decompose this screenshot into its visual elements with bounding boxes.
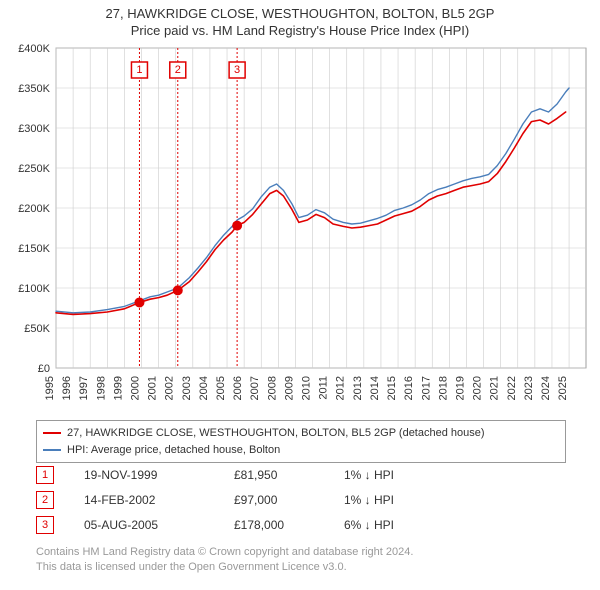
svg-text:2000: 2000 bbox=[130, 376, 142, 400]
legend-label: HPI: Average price, detached house, Bolt… bbox=[67, 442, 280, 459]
svg-text:£50K: £50K bbox=[24, 323, 50, 335]
legend-swatch bbox=[43, 432, 61, 434]
svg-text:£150K: £150K bbox=[18, 243, 50, 255]
price-chart: £0 £50K £100K £150K £200K £250K £300K £350K £400… bbox=[4, 44, 594, 414]
svg-text:2018: 2018 bbox=[437, 376, 449, 400]
sale-row: 2 14-FEB-2002£97,0001% ↓ HPI bbox=[36, 487, 566, 512]
svg-text:£0: £0 bbox=[38, 363, 50, 375]
legend-item: 27, HAWKRIDGE CLOSE, WESTHOUGHTON, BOLTO… bbox=[43, 425, 559, 442]
sale-price: £97,000 bbox=[234, 493, 344, 507]
svg-text:2007: 2007 bbox=[249, 376, 261, 400]
title-line2: Price paid vs. HM Land Registry's House … bbox=[0, 23, 600, 40]
sale-price: £81,950 bbox=[234, 468, 344, 482]
svg-text:2011: 2011 bbox=[318, 376, 330, 400]
svg-text:£400K: £400K bbox=[18, 44, 50, 55]
svg-text:£100K: £100K bbox=[18, 283, 50, 295]
sale-date: 19-NOV-1999 bbox=[84, 468, 234, 482]
svg-text:2015: 2015 bbox=[386, 376, 398, 400]
svg-text:2025: 2025 bbox=[557, 376, 569, 400]
attribution-footer: Contains HM Land Registry data © Crown c… bbox=[36, 545, 413, 575]
svg-text:£350K: £350K bbox=[18, 83, 50, 95]
sale-num-badge: 1 bbox=[36, 466, 54, 484]
chart-title: 27, HAWKRIDGE CLOSE, WESTHOUGHTON, BOLTO… bbox=[0, 0, 600, 40]
sale-delta: 6% ↓ HPI bbox=[344, 518, 394, 532]
svg-text:2019: 2019 bbox=[454, 376, 466, 400]
svg-text:2022: 2022 bbox=[506, 376, 518, 400]
svg-text:2016: 2016 bbox=[403, 376, 415, 400]
svg-text:2003: 2003 bbox=[181, 376, 193, 400]
legend: 27, HAWKRIDGE CLOSE, WESTHOUGHTON, BOLTO… bbox=[36, 420, 566, 463]
svg-text:£200K: £200K bbox=[18, 203, 50, 215]
svg-text:2024: 2024 bbox=[540, 376, 552, 400]
svg-text:£300K: £300K bbox=[18, 123, 50, 135]
svg-text:2020: 2020 bbox=[472, 376, 484, 400]
svg-text:2009: 2009 bbox=[283, 376, 295, 400]
sale-num-badge: 3 bbox=[36, 516, 54, 534]
sale-row: 3 05-AUG-2005£178,0006% ↓ HPI bbox=[36, 512, 566, 537]
svg-text:2017: 2017 bbox=[420, 376, 432, 400]
svg-text:2012: 2012 bbox=[335, 376, 347, 400]
svg-text:1: 1 bbox=[136, 64, 142, 76]
sale-delta: 1% ↓ HPI bbox=[344, 493, 394, 507]
svg-text:2023: 2023 bbox=[523, 376, 535, 400]
legend-label: 27, HAWKRIDGE CLOSE, WESTHOUGHTON, BOLTO… bbox=[67, 425, 485, 442]
sale-delta: 1% ↓ HPI bbox=[344, 468, 394, 482]
sale-date: 14-FEB-2002 bbox=[84, 493, 234, 507]
chart-svg: £0 £50K £100K £150K £200K £250K £300K £350K £400… bbox=[4, 44, 594, 414]
title-line1: 27, HAWKRIDGE CLOSE, WESTHOUGHTON, BOLTO… bbox=[0, 6, 600, 23]
legend-item: HPI: Average price, detached house, Bolt… bbox=[43, 442, 559, 459]
sale-price: £178,000 bbox=[234, 518, 344, 532]
svg-text:1995: 1995 bbox=[44, 376, 56, 400]
svg-text:2021: 2021 bbox=[489, 376, 501, 400]
svg-text:2: 2 bbox=[175, 64, 181, 76]
svg-text:1996: 1996 bbox=[61, 376, 73, 400]
footer-line1: Contains HM Land Registry data © Crown c… bbox=[36, 545, 413, 560]
svg-text:1998: 1998 bbox=[95, 376, 107, 400]
svg-text:3: 3 bbox=[234, 64, 240, 76]
footer-line2: This data is licensed under the Open Gov… bbox=[36, 560, 413, 575]
svg-text:2014: 2014 bbox=[369, 376, 381, 400]
svg-text:2002: 2002 bbox=[164, 376, 176, 400]
svg-text:2006: 2006 bbox=[232, 376, 244, 400]
sale-num-badge: 2 bbox=[36, 491, 54, 509]
svg-text:2013: 2013 bbox=[352, 376, 364, 400]
svg-text:1997: 1997 bbox=[78, 376, 90, 400]
sales-table: 1 19-NOV-1999£81,9501% ↓ HPI 2 14-FEB-2002£… bbox=[36, 462, 566, 537]
svg-text:1999: 1999 bbox=[112, 376, 124, 400]
sale-date: 05-AUG-2005 bbox=[84, 518, 234, 532]
svg-text:2004: 2004 bbox=[198, 376, 210, 400]
legend-swatch bbox=[43, 449, 61, 451]
svg-text:2001: 2001 bbox=[147, 376, 159, 400]
svg-text:2005: 2005 bbox=[215, 376, 227, 400]
svg-text:2008: 2008 bbox=[266, 376, 278, 400]
svg-text:2010: 2010 bbox=[301, 376, 313, 400]
sale-row: 1 19-NOV-1999£81,9501% ↓ HPI bbox=[36, 462, 566, 487]
svg-text:£250K: £250K bbox=[18, 163, 50, 175]
